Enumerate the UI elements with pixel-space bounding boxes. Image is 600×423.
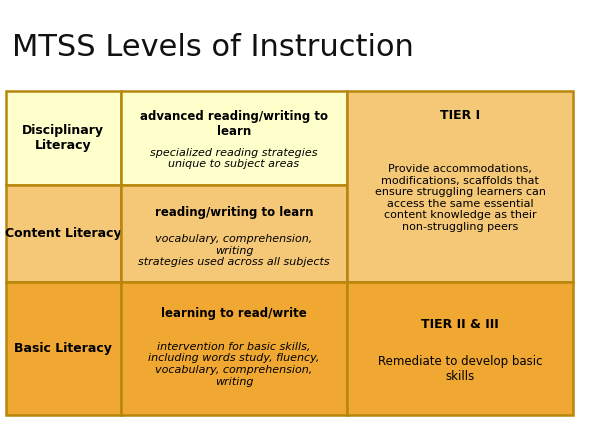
Text: Disciplinary
Literacy: Disciplinary Literacy (22, 124, 104, 152)
Text: specialized reading strategies
unique to subject areas: specialized reading strategies unique to… (150, 148, 317, 169)
Text: Content Literacy: Content Literacy (5, 227, 122, 240)
Text: intervention for basic skills,
including words study, fluency,
vocabulary, compr: intervention for basic skills, including… (148, 342, 320, 387)
Text: MTSS Levels of Instruction: MTSS Levels of Instruction (12, 33, 414, 63)
Text: Basic Literacy: Basic Literacy (14, 342, 112, 355)
Text: learning to read/write: learning to read/write (161, 307, 307, 320)
Text: TIER I: TIER I (440, 110, 480, 122)
Text: Remediate to develop basic
skills: Remediate to develop basic skills (378, 355, 542, 383)
Text: advanced reading/writing to
learn: advanced reading/writing to learn (140, 110, 328, 138)
Text: reading/writing to learn: reading/writing to learn (155, 206, 313, 219)
Text: vocabulary, comprehension,
writing
strategies used across all subjects: vocabulary, comprehension, writing strat… (138, 234, 329, 267)
Text: TIER II & III: TIER II & III (421, 318, 499, 331)
Text: Provide accommodations,
modifications, scaffolds that
ensure struggling learners: Provide accommodations, modifications, s… (375, 164, 546, 232)
